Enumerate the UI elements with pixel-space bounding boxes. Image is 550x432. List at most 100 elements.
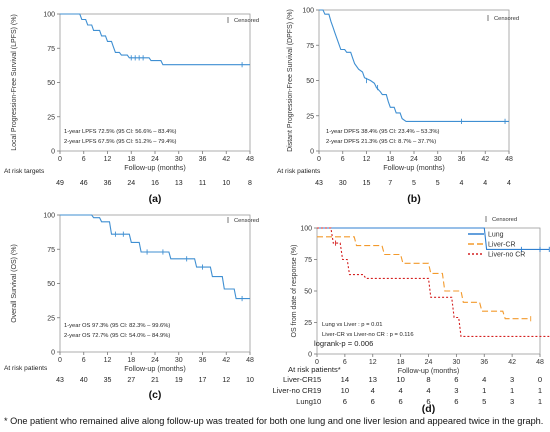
x-tick-label: 36 xyxy=(458,156,466,163)
risk-count: 14 xyxy=(341,375,349,384)
risk-count: 7 xyxy=(388,180,392,187)
risk-count: 6 xyxy=(399,397,403,406)
x-tick-label: 36 xyxy=(199,357,207,364)
risk-count: 19 xyxy=(313,386,321,395)
risk-count: 35 xyxy=(104,377,112,384)
risk-count: 12 xyxy=(222,377,230,384)
panel-label: (b) xyxy=(407,193,420,205)
annotation: 1-year LPFS 72.5% (95 CI: 56.6% – 83.4%) xyxy=(64,129,177,135)
x-tick-label: 18 xyxy=(397,359,405,366)
x-tick-label: 36 xyxy=(199,156,207,163)
y-tick-label: 50 xyxy=(47,281,55,288)
legend-label: Lung xyxy=(488,232,504,239)
risk-count: 3 xyxy=(510,397,514,406)
x-axis-title: Follow-up (months) xyxy=(383,163,445,172)
y-tick-label: 0 xyxy=(308,352,312,359)
risk-table-title: At risk patients* xyxy=(288,365,341,374)
plot-frame xyxy=(59,214,251,353)
x-tick-label: 24 xyxy=(425,359,433,366)
risk-count: 15 xyxy=(363,180,371,187)
series-line xyxy=(319,9,509,122)
x-tick-label: 24 xyxy=(151,156,159,163)
y-tick-label: 75 xyxy=(306,43,314,50)
y-tick-label: 25 xyxy=(306,113,314,120)
risk-count: 10 xyxy=(396,375,404,384)
y-tick-label: 50 xyxy=(47,80,55,87)
risk-count: 6 xyxy=(454,397,458,406)
risk-count: 4 xyxy=(483,180,487,187)
risk-count: 21 xyxy=(151,377,159,384)
risk-count: 24 xyxy=(127,180,135,187)
x-tick-label: 42 xyxy=(222,156,230,163)
risk-count: 6 xyxy=(343,397,347,406)
y-axis-title: Distant Progression-Free Survival (DPFS)… xyxy=(287,9,294,152)
risk-count: 17 xyxy=(199,377,207,384)
footnote: * One patient who remained alive along f… xyxy=(4,416,544,426)
y-tick-label: 100 xyxy=(302,8,314,15)
risk-row-label: Lung xyxy=(296,397,313,406)
annotation: logrank-p = 0.006 xyxy=(314,339,373,348)
x-tick-label: 30 xyxy=(175,357,183,364)
risk-count: 43 xyxy=(56,377,64,384)
x-tick-label: 6 xyxy=(341,156,345,163)
risk-count: 10 xyxy=(341,386,349,395)
annotation: Lung vs Liver : p = 0.01 xyxy=(322,322,382,328)
legend-label: Liver-no CR xyxy=(488,252,525,259)
risk-count: 1 xyxy=(482,386,486,395)
x-tick-label: 12 xyxy=(363,156,371,163)
y-tick-label: 50 xyxy=(304,289,312,296)
series-line-liver-no-cr xyxy=(317,227,550,337)
censored-legend-label: Censored xyxy=(234,18,259,24)
risk-count: 6 xyxy=(454,375,458,384)
risk-count: 40 xyxy=(80,377,88,384)
y-tick-label: 75 xyxy=(304,257,312,264)
x-tick-label: 24 xyxy=(151,357,159,364)
x-tick-label: 18 xyxy=(127,156,135,163)
risk-count: 10 xyxy=(313,397,321,406)
risk-count: 13 xyxy=(175,180,183,187)
x-tick-label: 0 xyxy=(317,156,321,163)
x-tick-label: 12 xyxy=(104,156,112,163)
risk-count: 4 xyxy=(460,180,464,187)
x-tick-label: 18 xyxy=(127,357,135,364)
risk-count: 5 xyxy=(412,180,416,187)
x-tick-label: 48 xyxy=(246,357,254,364)
annotation: 2-year DPFS 21.3% (95 CI: 8.7% – 37.7%) xyxy=(326,139,436,145)
risk-count: 13 xyxy=(369,375,377,384)
x-tick-label: 24 xyxy=(410,156,418,163)
risk-row-label: Liver-CR xyxy=(283,375,313,384)
annotation: Liver-CR vs Liver-no CR : p = 0.116 xyxy=(322,332,414,338)
risk-count: 3 xyxy=(510,375,514,384)
x-tick-label: 6 xyxy=(343,359,347,366)
x-tick-label: 6 xyxy=(82,156,86,163)
x-tick-label: 42 xyxy=(508,359,516,366)
x-tick-label: 18 xyxy=(386,156,394,163)
risk-count: 15 xyxy=(313,375,321,384)
x-tick-label: 42 xyxy=(481,156,489,163)
series-line-liver-cr xyxy=(317,236,531,320)
y-tick-label: 25 xyxy=(304,320,312,327)
x-tick-label: 42 xyxy=(222,357,230,364)
annotation: 1-year DPFS 38.4% (95 CI: 23.4% – 53.3%) xyxy=(326,129,439,135)
y-tick-label: 50 xyxy=(306,78,314,85)
panel-label: (c) xyxy=(149,389,162,401)
risk-count: 4 xyxy=(371,386,375,395)
y-tick-label: 0 xyxy=(51,350,55,357)
censored-legend-label: Censored xyxy=(494,16,519,22)
y-tick-label: 25 xyxy=(47,114,55,121)
y-tick-label: 75 xyxy=(47,46,55,53)
x-tick-label: 12 xyxy=(369,359,377,366)
risk-count: 1 xyxy=(538,397,542,406)
series-line xyxy=(60,13,250,66)
y-tick-label: 0 xyxy=(51,149,55,156)
risk-count: 16 xyxy=(151,180,159,187)
risk-count: 46 xyxy=(80,180,88,187)
censored-legend-label: Censored xyxy=(492,217,517,223)
x-tick-label: 30 xyxy=(452,359,460,366)
risk-count: 4 xyxy=(426,386,430,395)
legend-label: Liver-CR xyxy=(488,242,516,249)
risk-count: 8 xyxy=(426,375,430,384)
risk-table-title: At risk targets xyxy=(4,168,45,175)
